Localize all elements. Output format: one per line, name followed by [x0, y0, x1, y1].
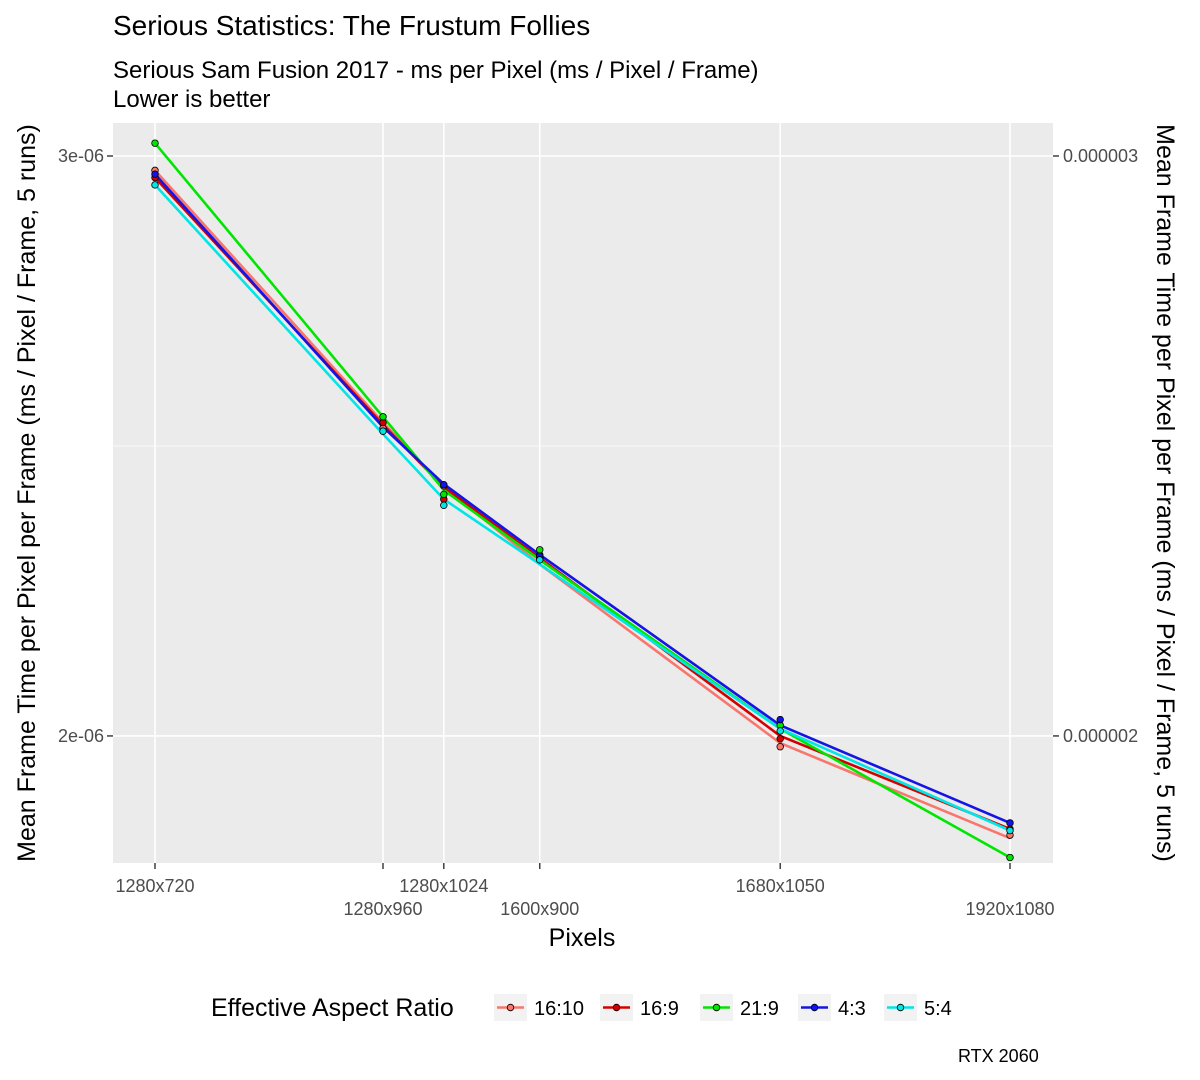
x-tick-labels: 1280x720 1280x960 1280x1024 1600x900 1680x10… — [115, 876, 1054, 919]
series-line-21-9 — [154, 142, 1011, 859]
data-point-16-9 — [776, 735, 784, 743]
legend-key-point — [896, 1003, 905, 1012]
legend-label: 21:9 — [740, 998, 779, 1020]
y-axis-title-right: Mean Frame Time per Pixel per Frame (ms … — [1151, 124, 1179, 862]
data-point-21-9 — [1006, 853, 1014, 862]
legend-label: 16:9 — [640, 998, 679, 1020]
legend-key-point — [712, 1003, 721, 1012]
data-point-4-3 — [776, 715, 784, 724]
y-tick-label-left: 3e-06 — [58, 146, 104, 166]
data-point-4-3 — [440, 481, 448, 489]
plot-panel — [113, 123, 1053, 863]
data-point-5-4 — [536, 556, 544, 564]
x-tick-label: 1280x720 — [115, 876, 194, 896]
data-point-5-4 — [151, 181, 159, 189]
data-point-5-4 — [1006, 826, 1014, 835]
subtitle-line-1: Serious Sam Fusion 2017 - ms per Pixel (… — [113, 57, 759, 84]
legend-key-point — [612, 1003, 621, 1012]
x-tick-label: 1920x1080 — [965, 899, 1054, 919]
chart-subtitle: Serious Sam Fusion 2017 - ms per Pixel (… — [113, 56, 759, 114]
chart-caption: RTX 2060 — [958, 1046, 1039, 1066]
data-point-4-3 — [151, 170, 159, 178]
legend: 16:10 16:9 21:9 4:3 5:4 — [494, 994, 952, 1021]
data-point-5-4 — [440, 501, 448, 509]
series-points — [151, 139, 1014, 862]
x-axis-title: Pixels — [549, 924, 616, 952]
series-lines — [154, 142, 1011, 859]
legend-key-point — [810, 1003, 819, 1012]
data-point-21-9 — [151, 139, 159, 147]
y-tick-labels-right: 0.000002 0.000003 — [1063, 146, 1138, 746]
data-point-21-9 — [379, 413, 387, 421]
legend-key-point — [506, 1003, 515, 1012]
x-tick-label: 1600x900 — [500, 899, 579, 919]
x-tick-label: 1280x960 — [343, 899, 422, 919]
series-line-5-4 — [154, 184, 1011, 832]
data-point-5-4 — [776, 727, 784, 735]
data-point-4-3 — [1006, 819, 1014, 827]
legend-label: 4:3 — [838, 998, 866, 1020]
y-tick-label-right: 0.000002 — [1063, 726, 1138, 746]
subtitle-line-2: Lower is better — [113, 86, 271, 113]
series-line-4-3 — [154, 173, 1011, 825]
y-tick-label-right: 0.000003 — [1063, 146, 1138, 166]
data-point-16-10 — [776, 743, 784, 751]
y-axis-title-left: Mean Frame Time per Pixel per Frame (ms … — [13, 124, 41, 862]
x-tick-label: 1680x1050 — [736, 876, 825, 896]
y-tick-labels-left: 2e-06 3e-06 — [58, 146, 104, 746]
axis-ticks — [107, 155, 1059, 869]
x-tick-label: 1280x1024 — [399, 876, 488, 896]
data-point-21-9 — [536, 546, 544, 554]
legend-title: Effective Aspect Ratio — [211, 994, 454, 1022]
legend-label: 5:4 — [924, 998, 952, 1020]
data-point-5-4 — [379, 427, 387, 435]
legend-label: 16:10 — [534, 998, 584, 1020]
y-tick-label-left: 2e-06 — [58, 726, 104, 746]
chart-title: Serious Statistics: The Frustum Follies — [113, 10, 591, 41]
data-point-21-9 — [440, 490, 448, 499]
